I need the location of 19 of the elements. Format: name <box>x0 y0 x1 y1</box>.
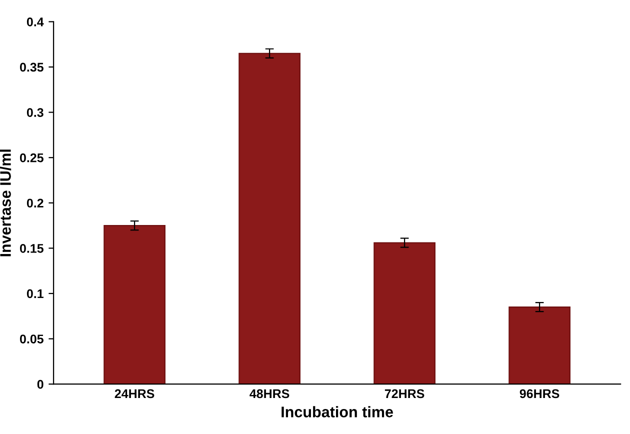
bar <box>508 306 570 384</box>
y-tick-label: 0.35 <box>20 62 44 72</box>
y-tick-label: 0.25 <box>20 153 44 162</box>
y-tick-label: 0.05 <box>20 334 44 344</box>
x-tick-label: 48HRS <box>250 389 290 398</box>
x-tick-label: 24HRS <box>114 389 154 398</box>
y-axis-title: Invertase IU/ml <box>0 150 12 256</box>
x-tick-label: 72HRS <box>384 389 424 398</box>
x-axis-title: Incubation time <box>282 406 393 418</box>
y-tick-label: 0.2 <box>26 198 44 208</box>
bar <box>374 242 436 384</box>
y-tick-label: 0.3 <box>26 108 44 117</box>
bar <box>104 224 166 384</box>
x-tick-label: 96HRS <box>520 389 560 398</box>
y-tick-label: 0 <box>37 380 44 389</box>
bar <box>238 52 300 384</box>
y-tick-label: 0.15 <box>20 244 44 253</box>
y-tick-label: 0.4 <box>26 18 44 26</box>
y-tick-label: 0.1 <box>26 289 44 298</box>
